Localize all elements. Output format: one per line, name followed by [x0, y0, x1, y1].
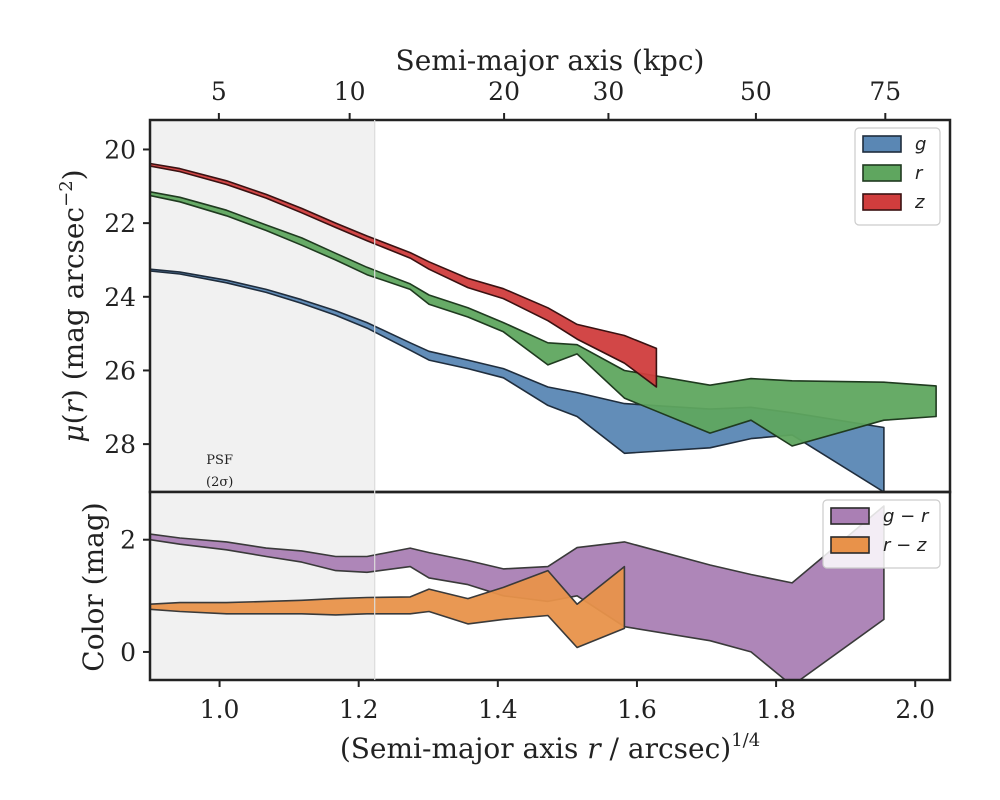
series-r-band [150, 191, 937, 447]
x-tick-label: 2.0 [895, 695, 935, 724]
series-g-band [150, 268, 885, 492]
top-y-axis-title: μ(r) (mag arcsec−2) [56, 169, 90, 442]
bottom-legend-swatch [830, 507, 870, 525]
y-tick-label: 20 [104, 135, 136, 164]
x-tick-label: 1.8 [756, 695, 796, 724]
bottom-legend-label: g − r [883, 506, 930, 527]
bottom-legend-swatch [830, 536, 870, 554]
bottom-y-axis-title: Color (mag) [77, 502, 110, 671]
top-legend-swatch [862, 164, 902, 182]
y-title-exp: −2 [56, 180, 77, 207]
y-title-close: ) [57, 169, 90, 180]
x-tick-label: 1.6 [617, 695, 657, 724]
top-legend-label: g [915, 134, 926, 155]
x-tick-label: 1.4 [478, 695, 518, 724]
x-title-pre: (Semi-major axis [340, 732, 587, 765]
bottom-panel-frame [148, 490, 952, 682]
axis-titles: Semi-major axis (kpc)μ(r) (mag arcsec−2)… [56, 44, 760, 765]
y-tick-label: 2 [120, 526, 136, 555]
y-title-rest: ) (mag arcsec [57, 207, 90, 400]
top-legend-label: r [915, 163, 924, 184]
color-panel: 0 2 1.0 1.2 1.4 1.6 1.8 2.0 g − r r − z [120, 490, 952, 724]
top-axis-tick-label: 75 [869, 77, 901, 106]
psf-region-bottom [150, 492, 375, 680]
x-title-post: / arcsec) [601, 732, 732, 765]
x-tick-label: 1.0 [200, 695, 240, 724]
top-legend-swatch [862, 135, 902, 153]
y-tick-label: 24 [104, 283, 136, 312]
y-tick-label: 0 [120, 638, 136, 667]
top-axis-tick-label: 5 [211, 77, 227, 106]
series-z-band [150, 162, 658, 388]
surface-brightness-panel: PSF (2σ) 20 22 24 26 28 5 10 20 30 50 75 grz [104, 77, 952, 494]
top-legend-swatch [862, 193, 902, 211]
y-title-mu: μ [57, 424, 90, 442]
top-axis-title: Semi-major axis (kpc) [396, 44, 705, 77]
x-title-exp: 1/4 [731, 730, 760, 751]
psf-region-top [150, 120, 375, 492]
y-tick-label: 22 [104, 209, 136, 238]
x-title-r: r [587, 732, 602, 765]
series-r-minus-z-band [150, 565, 626, 649]
x-tick-label: 1.2 [339, 695, 379, 724]
top-axis-tick-label: 20 [488, 77, 520, 106]
bottom-legend-label: r − z [883, 535, 927, 556]
psf-label-line2: (2σ) [206, 475, 233, 490]
y-tick-label: 26 [104, 356, 136, 385]
top-legend-label: z [914, 192, 925, 213]
y-tick-label: 28 [104, 430, 136, 459]
top-axis-tick-label: 50 [740, 77, 772, 106]
top-axis-tick-label: 30 [593, 77, 625, 106]
top-axis-tick-label: 10 [334, 77, 366, 106]
y-title-r: r [57, 398, 90, 413]
x-axis-title: (Semi-major axis r / arcsec)1/4 [340, 730, 760, 765]
y-title-open: ( [57, 413, 90, 424]
psf-label-line1: PSF [206, 453, 233, 468]
